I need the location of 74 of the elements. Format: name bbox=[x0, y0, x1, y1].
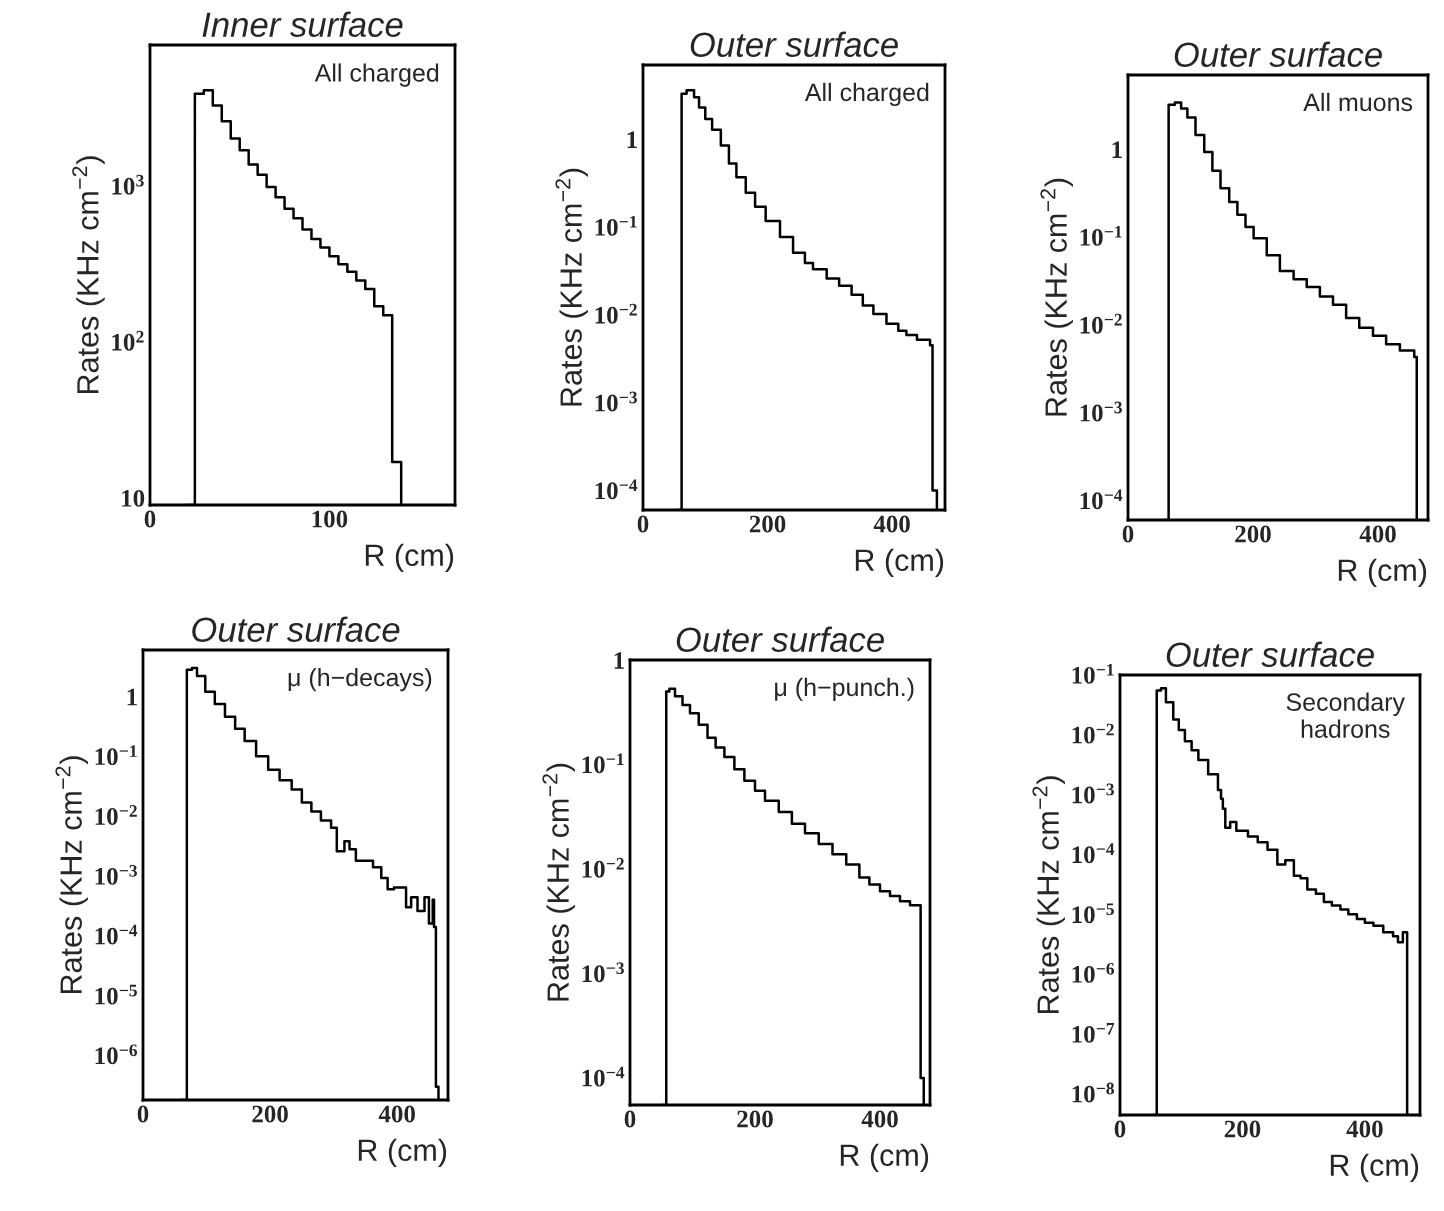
y-tick-label: 10$^{−4}$ bbox=[595, 479, 638, 500]
x-tick-label: 0 bbox=[144, 510, 156, 528]
y-tick-label: 10$^{−4}$ bbox=[95, 924, 138, 945]
x-tick-label: 200 bbox=[1235, 525, 1271, 543]
x-tick-label: 200 bbox=[737, 1110, 773, 1128]
y-tick-label: 10$^{−4}$ bbox=[582, 1066, 625, 1087]
y-tick-label: 10$^{−1}$ bbox=[582, 753, 624, 774]
y-axis-title: Rates (KHz cm$^{−2}$) bbox=[542, 763, 575, 1001]
y-tick-label: 1 bbox=[127, 688, 137, 706]
annotation: μ (h−punch.) bbox=[775, 677, 914, 702]
y-tick-label: 10$^{−3}$ bbox=[595, 391, 637, 412]
y-tick-label: 10$^{−1}$ bbox=[1072, 663, 1114, 684]
x-axis-title: R (cm) bbox=[1338, 558, 1427, 588]
x-tick-label: 200 bbox=[252, 1105, 288, 1123]
y-tick-label: 10$^{−7}$ bbox=[1072, 1023, 1115, 1043]
y-axis-title: Rates (KHz cm$^{−2}$) bbox=[55, 756, 88, 994]
annotation: All charged bbox=[314, 63, 439, 87]
x-tick-label: 0 bbox=[1122, 525, 1134, 543]
y-tick-label: 10$^{−3}$ bbox=[1080, 401, 1122, 422]
x-tick-label: 0 bbox=[637, 515, 649, 533]
chart-title: Outer surface bbox=[1166, 641, 1374, 668]
x-axis-title: R (cm) bbox=[1330, 1153, 1419, 1183]
chart-title: Outer surface bbox=[676, 626, 884, 653]
y-tick-label: 10$^{−4}$ bbox=[1072, 843, 1115, 864]
y-tick-label: 10$^{−2}$ bbox=[95, 805, 137, 825]
chart-title: Inner surface bbox=[202, 11, 403, 38]
x-axis-title: R (cm) bbox=[358, 1138, 447, 1168]
y-tick-label: 10$^{−1}$ bbox=[595, 215, 637, 236]
y-tick-label: 10$^{−2}$ bbox=[582, 857, 624, 878]
y-tick-label: 10$^{−1}$ bbox=[1080, 225, 1122, 246]
x-tick-label: 400 bbox=[1346, 1120, 1383, 1138]
chart-title: Outer surface bbox=[192, 616, 400, 643]
y-axis-title: Rates (KHz cm$^{−2}$) bbox=[72, 156, 105, 394]
y-tick-label: 10$^{3}$ bbox=[112, 174, 144, 195]
y-tick-label: 10$^{−3}$ bbox=[582, 962, 624, 983]
x-tick-label: 0 bbox=[624, 1110, 636, 1128]
annotation: μ (h−decays) bbox=[288, 668, 432, 692]
y-tick-label: 10$^{−3}$ bbox=[95, 864, 137, 885]
y-tick-label: 1 bbox=[627, 131, 637, 148]
y-tick-label: 10$^{−5}$ bbox=[1072, 903, 1114, 924]
x-tick-label: 100 bbox=[312, 510, 348, 528]
y-axis-title: Rates (KHz cm$^{−2}$) bbox=[555, 168, 588, 406]
annotation: Secondary hadrons bbox=[1286, 692, 1405, 738]
y-axis-title: Rates (KHz cm$^{−2}$) bbox=[1040, 178, 1073, 416]
y-tick-label: 10$^{−3}$ bbox=[1072, 783, 1114, 804]
x-axis-title: R (cm) bbox=[855, 548, 944, 578]
annotation: All charged bbox=[804, 82, 929, 107]
y-tick-label: 10$^{−6}$ bbox=[95, 1044, 138, 1065]
chart-title: Outer surface bbox=[1174, 41, 1382, 68]
x-tick-label: 0 bbox=[1114, 1120, 1126, 1138]
x-tick-label: 400 bbox=[378, 1105, 415, 1123]
y-tick-label: 10$^{−5}$ bbox=[95, 984, 137, 1005]
y-tick-label: 10 bbox=[122, 489, 145, 507]
x-axis-title: R (cm) bbox=[365, 543, 454, 573]
x-tick-label: 400 bbox=[873, 515, 910, 533]
x-tick-label: 400 bbox=[1359, 525, 1396, 543]
chart-title: Outer surface bbox=[690, 31, 898, 58]
x-tick-label: 200 bbox=[749, 515, 786, 533]
y-tick-label: 10$^{−2}$ bbox=[1072, 723, 1114, 744]
x-tick-label: 0 bbox=[137, 1105, 149, 1123]
y-axis-title: Rates (KHz cm$^{−2}$) bbox=[1032, 776, 1065, 1014]
y-tick-label: 10$^{−2}$ bbox=[1080, 313, 1122, 334]
x-axis-title: R (cm) bbox=[840, 1143, 929, 1173]
x-tick-label: 200 bbox=[1224, 1120, 1261, 1138]
y-tick-label: 10$^{−1}$ bbox=[95, 745, 137, 766]
y-tick-label: 10$^{−4}$ bbox=[1080, 489, 1123, 510]
y-tick-label: 10$^{2}$ bbox=[112, 330, 144, 351]
annotation: All muons bbox=[1303, 92, 1413, 112]
y-tick-label: 10$^{−6}$ bbox=[1072, 962, 1115, 983]
x-tick-label: 400 bbox=[861, 1110, 898, 1128]
y-tick-label: 1 bbox=[1112, 141, 1122, 158]
y-tick-label: 10$^{−8}$ bbox=[1072, 1082, 1114, 1103]
y-tick-label: 1 bbox=[614, 652, 624, 669]
y-tick-label: 10$^{−2}$ bbox=[595, 303, 637, 324]
